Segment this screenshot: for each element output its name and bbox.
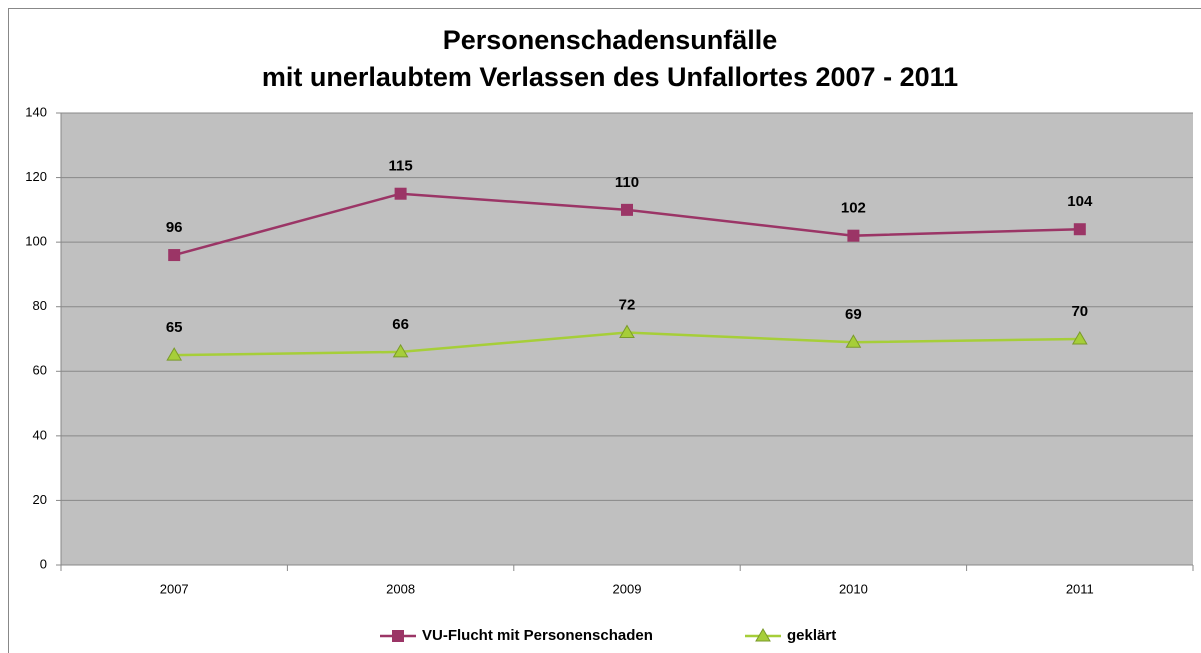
data-label: 70 [1071, 303, 1088, 320]
data-label: 69 [845, 306, 862, 323]
y-tick-label: 20 [33, 492, 47, 507]
x-tick-label: 2008 [386, 581, 415, 596]
data-point [1073, 223, 1086, 236]
data-label: 115 [388, 158, 412, 175]
x-tick-label: 2010 [839, 581, 868, 596]
data-point [168, 249, 181, 262]
legend-marker [755, 628, 771, 642]
x-tick-label: 2009 [613, 581, 642, 596]
data-point [619, 324, 635, 339]
data-label: 65 [166, 319, 183, 336]
x-tick-label: 2011 [1066, 581, 1094, 596]
chart-title: Personenschadensunfälle [443, 25, 778, 55]
data-point [621, 203, 633, 216]
y-tick-label: 100 [25, 234, 47, 249]
data-label: 96 [166, 219, 183, 236]
chart-subtitle: mit unerlaubtem Verlassen des Unfallorte… [262, 62, 958, 92]
data-point [166, 347, 183, 361]
y-tick-label: 40 [33, 427, 47, 442]
data-label: 104 [1067, 193, 1093, 210]
data-point [847, 229, 860, 242]
data-point [1071, 331, 1088, 345]
data-point [845, 334, 862, 348]
legend-label: geklärt [787, 627, 836, 644]
data-label: 66 [392, 316, 409, 333]
data-label: 110 [615, 174, 639, 191]
y-tick-label: 140 [25, 104, 47, 119]
data-label: 72 [619, 297, 636, 314]
y-tick-label: 80 [33, 298, 47, 313]
y-tick-label: 120 [25, 169, 47, 184]
y-tick-label: 0 [40, 556, 47, 571]
data-label: 102 [841, 200, 866, 217]
x-tick-label: 2007 [160, 581, 189, 596]
legend-label: VU-Flucht mit Personenschaden [422, 627, 653, 644]
data-point [394, 187, 407, 200]
data-point [392, 343, 409, 358]
legend-marker [392, 630, 404, 642]
y-tick-label: 60 [33, 363, 47, 378]
